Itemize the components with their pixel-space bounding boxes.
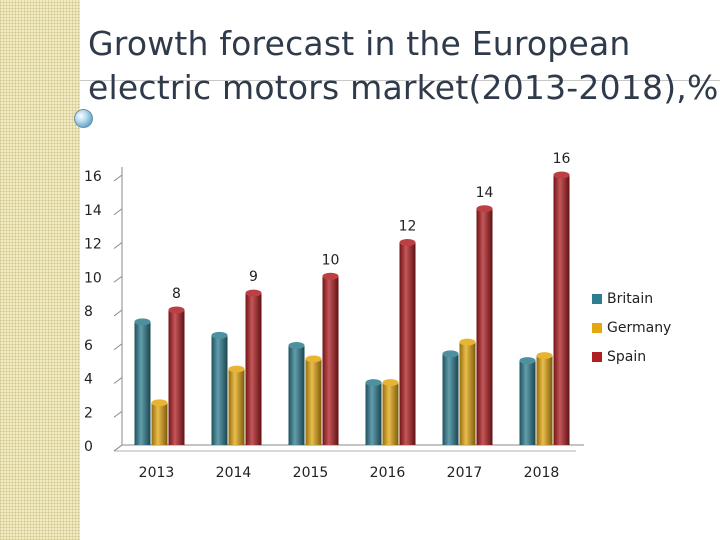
bar-top-germany-2017 xyxy=(459,338,476,346)
legend-label-spain: Spain xyxy=(607,348,647,365)
bar-top-spain-2014 xyxy=(245,289,262,297)
y-tick-label: 2 xyxy=(84,405,93,421)
bar-top-spain-2017 xyxy=(476,205,493,213)
y-tick-mark xyxy=(113,410,123,418)
legend-label-britain: Britain xyxy=(607,290,654,307)
bar-top-britain-2016 xyxy=(365,379,382,387)
y-tick-label: 6 xyxy=(84,338,93,354)
bar-top-britain-2017 xyxy=(442,350,459,358)
data-label-spain-2015: 10 xyxy=(322,252,340,268)
bar-britain-2018 xyxy=(519,360,536,445)
bar-top-britain-2013 xyxy=(134,318,151,326)
legend-label-germany: Germany xyxy=(607,319,672,336)
y-tick-label: 0 xyxy=(84,439,93,455)
page-title: Growth forecast in the European electric… xyxy=(88,22,719,110)
bar-britain-2015 xyxy=(288,345,305,445)
bar-spain-2014 xyxy=(245,293,262,445)
data-label-spain-2014: 9 xyxy=(249,269,258,285)
y-tick-label: 12 xyxy=(84,237,102,253)
y-tick-mark xyxy=(113,377,123,384)
legend-item-britain: Britain xyxy=(592,284,671,313)
bar-top-germany-2018 xyxy=(536,352,553,360)
bar-top-britain-2014 xyxy=(211,331,228,339)
bar-spain-2016 xyxy=(399,242,416,445)
data-label-spain-2013: 8 xyxy=(172,286,181,302)
bullet-orb-icon xyxy=(74,109,93,128)
bar-top-germany-2014 xyxy=(228,365,245,373)
legend-swatch-spain xyxy=(592,351,602,362)
bar-britain-2013 xyxy=(134,321,151,445)
bar-britain-2016 xyxy=(365,382,382,445)
chart-legend: Britain Germany Spain xyxy=(592,284,671,371)
y-tick-mark xyxy=(113,275,123,283)
y-tick-label: 14 xyxy=(84,203,102,219)
bar-top-germany-2016 xyxy=(382,379,399,387)
bar-top-britain-2015 xyxy=(288,341,305,349)
bar-germany-2013 xyxy=(151,402,168,445)
data-label-spain-2018: 16 xyxy=(553,151,571,167)
y-tick-mark xyxy=(113,208,123,216)
x-tick-label: 2018 xyxy=(524,465,560,481)
y-tick-mark xyxy=(113,174,123,182)
legend-item-germany: Germany xyxy=(592,313,671,342)
x-tick-label: 2015 xyxy=(293,465,329,481)
data-label-spain-2017: 14 xyxy=(476,185,494,201)
bar-spain-2018 xyxy=(553,175,570,445)
bar-germany-2018 xyxy=(536,355,553,445)
legend-swatch-britain xyxy=(592,293,602,304)
bar-britain-2014 xyxy=(211,335,228,445)
y-tick-mark xyxy=(113,444,123,452)
bar-germany-2016 xyxy=(382,382,399,445)
y-tick-label: 4 xyxy=(84,372,93,388)
legend-swatch-germany xyxy=(592,322,602,333)
y-tick-label: 8 xyxy=(84,304,93,320)
y-tick-mark xyxy=(113,309,123,317)
y-tick-mark xyxy=(113,343,123,351)
bar-top-spain-2013 xyxy=(168,306,185,314)
bar-spain-2017 xyxy=(476,208,493,445)
title-line-2: electric motors market(2013-2018),% xyxy=(88,68,719,107)
bar-top-spain-2018 xyxy=(553,171,570,179)
bar-top-spain-2015 xyxy=(322,272,339,280)
bar-top-britain-2018 xyxy=(519,357,536,365)
bar-germany-2015 xyxy=(305,358,322,445)
y-tick-mark xyxy=(113,242,123,249)
x-tick-label: 2016 xyxy=(370,465,406,481)
bar-britain-2017 xyxy=(442,353,459,445)
bar-top-spain-2016 xyxy=(399,239,416,246)
x-tick-label: 2013 xyxy=(139,465,175,481)
y-tick-label: 10 xyxy=(84,270,102,286)
bar-top-germany-2015 xyxy=(305,355,322,363)
title-line-1: Growth forecast in the European xyxy=(88,24,631,63)
legend-item-spain: Spain xyxy=(592,342,671,371)
bar-spain-2015 xyxy=(322,276,339,445)
bar-germany-2014 xyxy=(228,369,245,445)
bar-germany-2017 xyxy=(459,342,476,445)
x-tick-label: 2014 xyxy=(216,465,252,481)
x-tick-label: 2017 xyxy=(447,465,483,481)
title-divider xyxy=(80,80,720,81)
bar-spain-2013 xyxy=(168,310,185,445)
decorative-side-strip xyxy=(0,0,80,540)
data-label-spain-2016: 12 xyxy=(399,219,417,235)
bar-top-germany-2013 xyxy=(151,399,168,407)
y-tick-label: 16 xyxy=(84,169,102,185)
